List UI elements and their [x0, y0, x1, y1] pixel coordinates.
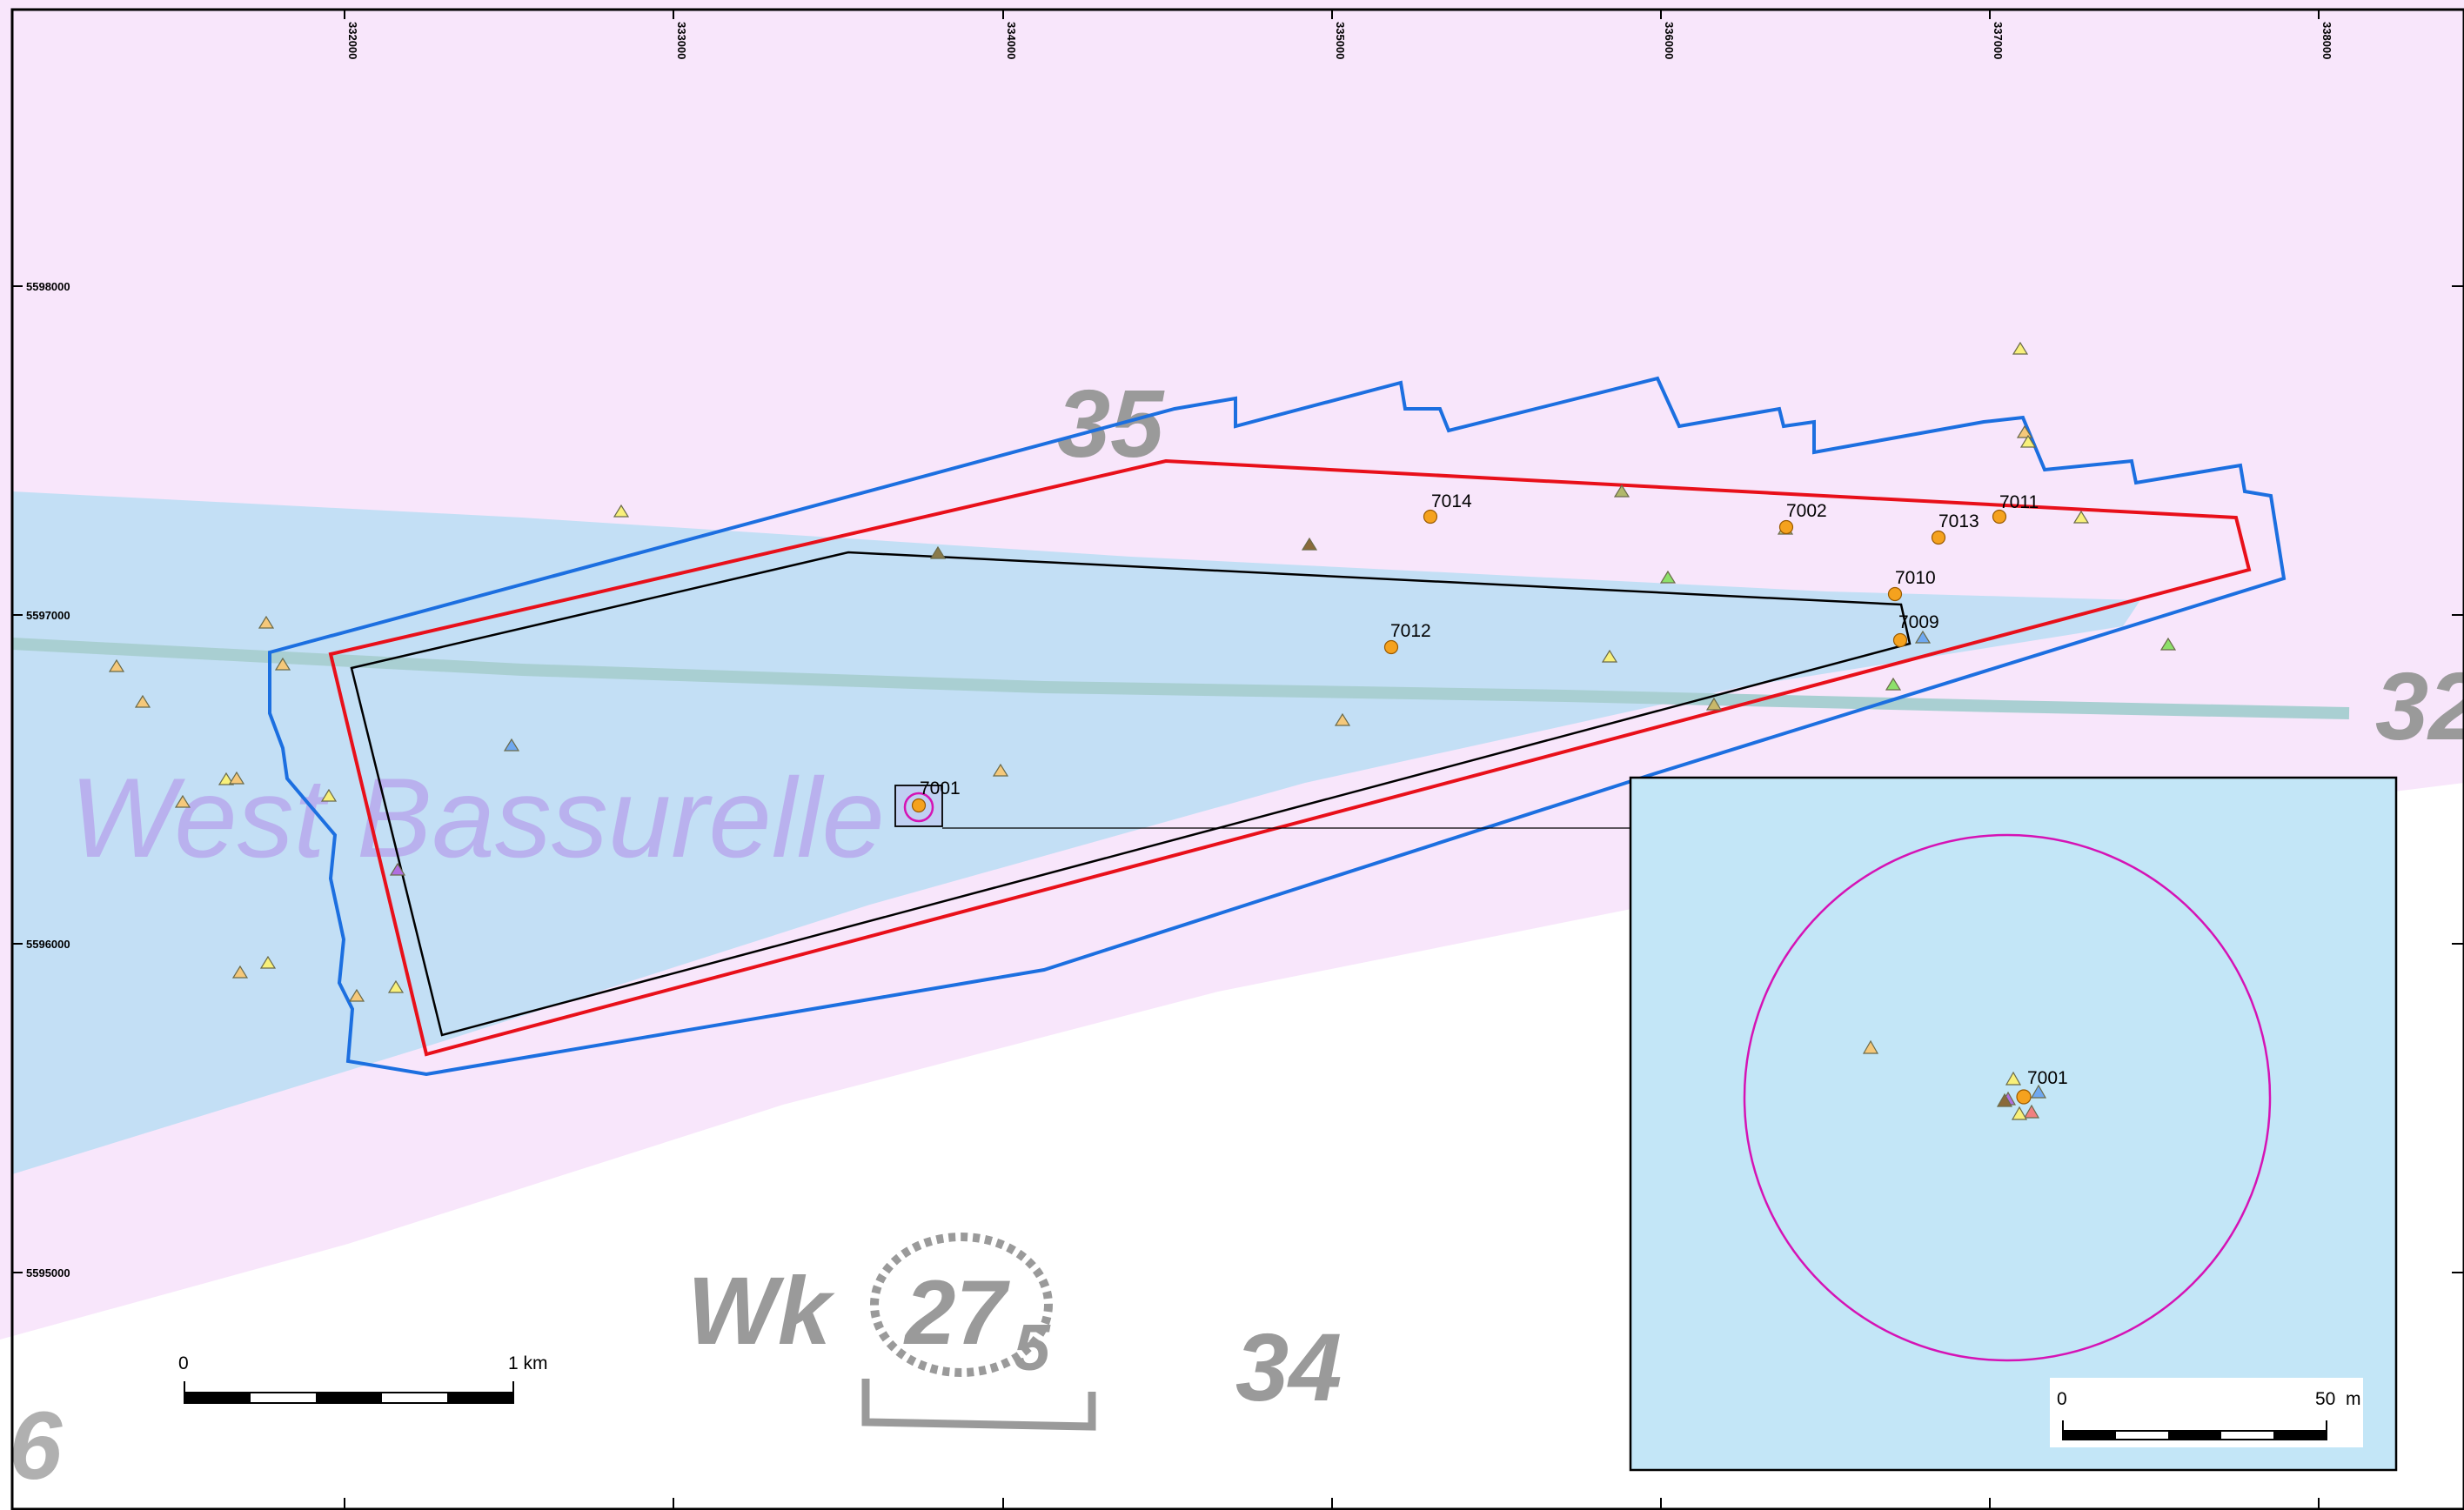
x-tick-332000: 332000 — [346, 22, 359, 59]
triangle-marker[interactable] — [2019, 434, 2037, 448]
depth-label-6: 6 — [9, 1393, 63, 1500]
map-frame — [10, 8, 2464, 1510]
triangle-marker[interactable] — [2011, 1106, 2028, 1120]
triangle-marker[interactable] — [1601, 649, 1618, 663]
triangle-marker[interactable] — [134, 694, 151, 708]
triangle-marker[interactable] — [1996, 1092, 2013, 1107]
x-tick-335000: 335000 — [1334, 22, 1347, 59]
triangle-marker[interactable] — [1914, 630, 1932, 644]
triangle-marker[interactable] — [503, 738, 520, 752]
inner-boundary[interactable] — [350, 551, 1912, 1037]
station-label-7009: 7009 — [1898, 612, 1939, 632]
triangle-marker[interactable] — [2072, 510, 2090, 524]
y-tick-5598000: 5598000 — [26, 280, 70, 293]
triangle-marker[interactable] — [1659, 570, 1677, 584]
triangle-marker[interactable] — [228, 771, 245, 785]
triangle-marker[interactable] — [259, 955, 277, 969]
inset-map: 7001 0 50 m — [1629, 776, 2398, 1472]
station-7012[interactable]: 7012 — [1383, 621, 1431, 655]
triangle-marker[interactable] — [2023, 1104, 2040, 1119]
triangle-marker[interactable] — [387, 979, 405, 993]
wreck-depth-symbol: 27 5 — [861, 1233, 1096, 1431]
inset-station-7001[interactable]: 7001 — [2016, 1068, 2068, 1105]
station-7011[interactable]: 7011 — [1992, 492, 2039, 524]
station-label-7013: 7013 — [1938, 511, 1979, 531]
x-tick-334000: 334000 — [1005, 22, 1018, 59]
station-7009[interactable]: 7009 — [1892, 612, 1939, 648]
inset-station-label-7001: 7001 — [2027, 1068, 2068, 1088]
triangle-marker[interactable] — [992, 763, 1009, 777]
depth-contour — [11, 638, 2350, 719]
outer-boundary — [268, 376, 2287, 1077]
triangle-marker[interactable] — [2005, 1071, 2022, 1086]
scale-bar: 0 1 km — [178, 1353, 548, 1404]
x-tick-337000: 337000 — [1992, 22, 2005, 59]
station-label-7001: 7001 — [920, 778, 961, 798]
station-label-7014: 7014 — [1431, 491, 1472, 511]
wreck-depth-label: 27 — [903, 1262, 1010, 1364]
triangle-marker[interactable] — [929, 545, 947, 559]
triangle-marker[interactable] — [218, 772, 235, 785]
triangle-marker[interactable] — [1885, 677, 1902, 691]
depth-label-34: 34 — [1235, 1314, 1342, 1421]
wreck-label: Wk — [687, 1258, 835, 1365]
triangle-marker[interactable] — [174, 794, 191, 808]
x-axis-ticks — [344, 10, 2320, 1509]
x-tick-336000: 336000 — [1663, 22, 1676, 59]
y-tick-5596000: 5596000 — [26, 938, 70, 951]
inset-scale-bar: 0 50 m — [2050, 1378, 2363, 1447]
triangle-marker[interactable] — [1705, 697, 1723, 711]
triangle-marker[interactable] — [2159, 637, 2177, 651]
inset-circle — [1743, 833, 2272, 1362]
inset-scale-end: 50 m — [2315, 1389, 2361, 1409]
triangle-marker[interactable] — [389, 862, 406, 876]
station-7001[interactable]: 7001 — [894, 778, 961, 827]
triangle-marker[interactable] — [348, 988, 365, 1002]
station-7014[interactable]: 7014 — [1423, 491, 1473, 524]
triangle-marker[interactable] — [2016, 424, 2033, 438]
triangle-marker[interactable] — [1334, 712, 1351, 726]
y-tick-5597000: 5597000 — [26, 609, 70, 622]
triangle-marker[interactable] — [2030, 1084, 2047, 1099]
station-7013[interactable]: 7013 — [1931, 511, 1979, 545]
triangle-marker[interactable] — [231, 965, 249, 979]
station-7002[interactable]: 7002 — [1778, 501, 1827, 535]
scale-bar-end: 1 km — [508, 1353, 548, 1373]
red-boundary[interactable] — [328, 458, 2252, 1057]
station-7010[interactable]: 7010 — [1887, 568, 1936, 602]
triangle-marker[interactable] — [108, 658, 125, 672]
triangle-marker[interactable] — [1613, 484, 1630, 498]
area-name-label: West Bassurelle — [70, 754, 885, 881]
triangle-marker[interactable] — [2012, 341, 2029, 355]
x-tick-333000: 333000 — [675, 22, 688, 59]
station-label-7011: 7011 — [1999, 492, 2039, 512]
y-axis-ticks — [12, 285, 2464, 1273]
station-label-7002: 7002 — [1786, 501, 1827, 521]
station-label-7012: 7012 — [1390, 621, 1431, 641]
wreck-depth-sub-label: 5 — [1014, 1311, 1051, 1384]
depth-label-35: 35 — [1057, 371, 1165, 478]
scale-bar-start: 0 — [178, 1353, 189, 1373]
station-label-7010: 7010 — [1895, 568, 1936, 588]
triangle-marker[interactable] — [1862, 1039, 1879, 1054]
triangle-marker[interactable] — [258, 615, 275, 629]
x-tick-338000: 338000 — [2320, 22, 2333, 59]
triangle-marker[interactable] — [613, 504, 630, 518]
triangle-marker[interactable] — [274, 657, 291, 671]
triangle-marker[interactable] — [320, 788, 338, 802]
y-tick-5595000: 5595000 — [26, 1266, 70, 1279]
depth-label-32: 32 — [2375, 653, 2464, 760]
triangle-marker[interactable] — [1301, 537, 1318, 551]
inset-scale-start: 0 — [2057, 1389, 2067, 1409]
